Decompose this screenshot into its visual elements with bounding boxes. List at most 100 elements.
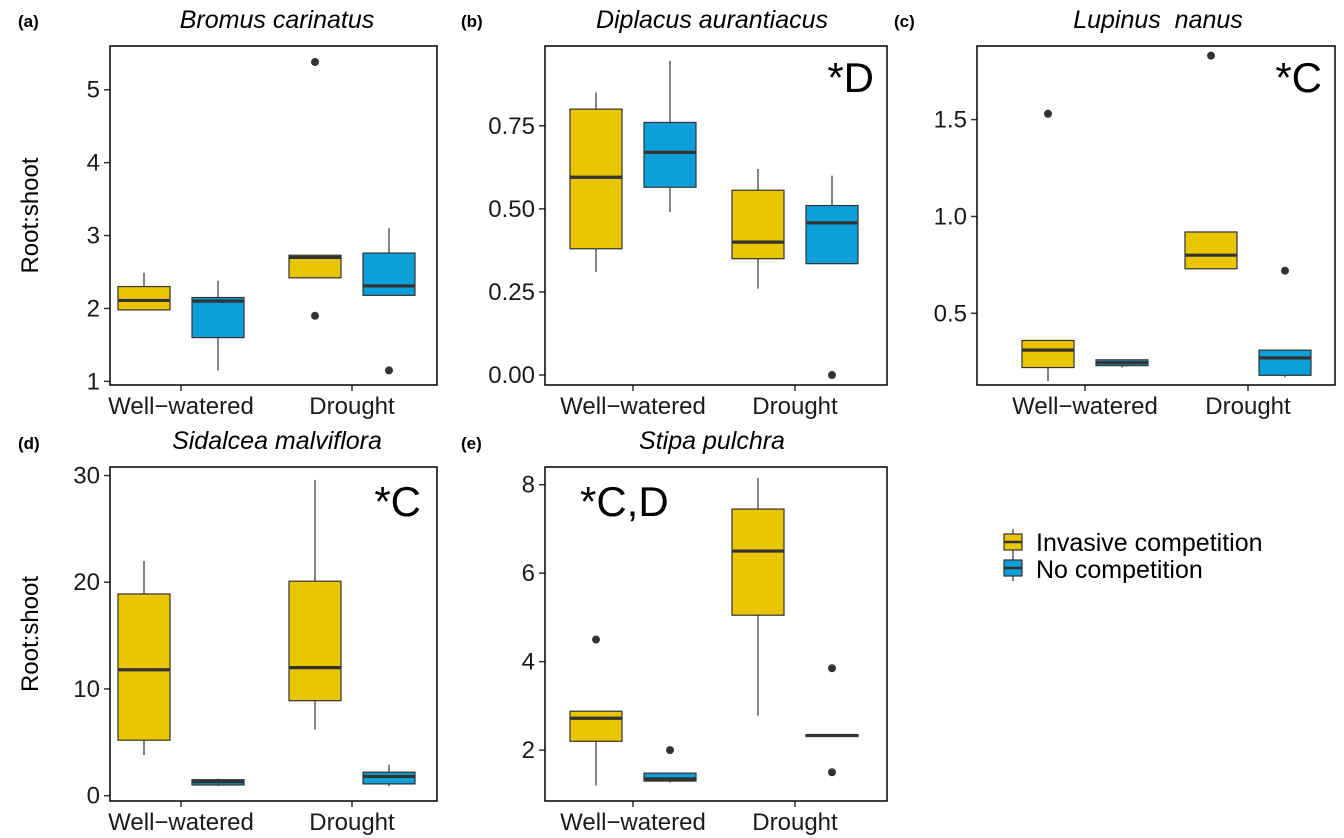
y-tick-label: 0.00 xyxy=(488,362,535,389)
box-invasive-competition-drought xyxy=(731,168,785,289)
box-iqr xyxy=(117,593,171,741)
x-tick-label-drought: Drought xyxy=(309,393,395,420)
box-iqr xyxy=(731,189,785,260)
y-tick-label: 30 xyxy=(73,463,100,490)
box-iqr xyxy=(731,508,785,616)
panel-b: (b) Diplacus aurantiacus 0.00 0.25 0.50 0.75 W… xyxy=(461,6,888,420)
box-invasive-competition-well-watered xyxy=(117,272,171,311)
y-tick-label: 20 xyxy=(73,569,100,596)
panel-frame xyxy=(109,466,438,802)
outlier-point xyxy=(311,58,319,67)
panel-label: (b) xyxy=(461,12,483,31)
box-iqr xyxy=(1021,339,1075,369)
outlier-point xyxy=(828,768,836,777)
panel-title: Lupinus nanus xyxy=(1073,6,1243,34)
box-invasive-competition-well-watered xyxy=(569,92,623,272)
significance-annotation: *D xyxy=(827,54,874,101)
panel-label: (d) xyxy=(18,434,40,453)
outlier-point xyxy=(311,311,319,320)
y-tick-label: 0.5 xyxy=(934,300,967,327)
panels: (a) Bromus carinatus Root:shoot 1 2 3 4 5 Well−w… xyxy=(17,6,1336,836)
y-tick-label: 6 xyxy=(522,560,535,587)
panel-frame xyxy=(109,45,438,386)
panel-label: (e) xyxy=(461,434,482,453)
box-iqr xyxy=(805,204,859,265)
legend: Invasive competition No competition xyxy=(1003,529,1263,584)
box-iqr xyxy=(362,771,416,785)
box-no-competition-drought xyxy=(362,764,416,787)
y-tick-label: 1.0 xyxy=(934,203,967,230)
y-axis-label: Root:shoot xyxy=(17,157,44,273)
significance-annotation: *C,D xyxy=(580,478,669,525)
outlier-point xyxy=(828,371,836,380)
y-tick-label: 0.25 xyxy=(488,279,535,306)
x-tick-label-well-watered: Well−watered xyxy=(560,809,706,836)
panel-e: (e) Stipa pulchra 2 4 6 8 Well−watered Drought *… xyxy=(461,427,888,836)
box-iqr xyxy=(569,710,623,742)
box-invasive-competition-drought xyxy=(288,58,342,320)
box-iqr xyxy=(288,580,342,702)
box-iqr xyxy=(1258,349,1312,376)
y-tick-label: 4 xyxy=(522,649,535,676)
box-no-competition-well-watered xyxy=(643,60,697,213)
outlier-point xyxy=(592,635,600,644)
y-tick-label: 0.50 xyxy=(488,196,535,223)
significance-annotation: *C xyxy=(1275,54,1322,101)
x-tick-label-drought: Drought xyxy=(752,393,838,420)
panel-title: Diplacus aurantiacus xyxy=(596,6,828,34)
outlier-point xyxy=(385,366,393,375)
x-tick-label-drought: Drought xyxy=(1205,393,1291,420)
y-tick-label: 1 xyxy=(87,368,100,395)
box-iqr xyxy=(643,121,697,188)
panel-d: (d) Sidalcea malviflora Root:shoot 0 10 20 30 W… xyxy=(17,427,438,836)
box-iqr xyxy=(117,285,171,311)
box-no-competition-well-watered xyxy=(191,280,245,371)
significance-annotation: *C xyxy=(374,478,421,525)
outlier-point xyxy=(1044,109,1052,118)
x-tick-label-well-watered: Well−watered xyxy=(560,393,706,420)
y-tick-label: 2 xyxy=(87,295,100,322)
y-tick-label: 5 xyxy=(87,77,100,104)
box-invasive-competition-well-watered xyxy=(1021,109,1075,382)
box-invasive-competition-drought xyxy=(288,479,342,730)
y-tick-label: 1.5 xyxy=(934,107,967,134)
outlier-point xyxy=(1281,266,1289,275)
y-tick-label: 4 xyxy=(87,150,100,177)
panel-title: Bromus carinatus xyxy=(180,6,375,34)
x-tick-label-well-watered: Well−watered xyxy=(1012,393,1158,420)
y-tick-label: 0.75 xyxy=(488,113,535,140)
box-invasive-competition-well-watered xyxy=(117,560,171,756)
box-no-competition-drought xyxy=(1258,266,1312,378)
outlier-point xyxy=(828,664,836,673)
legend-label-invasive-competition: Invasive competition xyxy=(1036,529,1263,557)
x-tick-label-well-watered: Well−watered xyxy=(108,393,254,420)
y-tick-label: 2 xyxy=(522,737,535,764)
panel-frame xyxy=(544,466,888,802)
box-no-competition-drought xyxy=(805,664,859,777)
box-iqr xyxy=(643,772,697,782)
box-iqr xyxy=(362,252,416,296)
x-tick-label-well-watered: Well−watered xyxy=(108,809,254,836)
box-iqr xyxy=(569,108,623,250)
box-iqr xyxy=(1184,231,1238,270)
y-tick-label: 0 xyxy=(87,783,100,810)
y-tick-label: 10 xyxy=(73,676,100,703)
panel-a: (a) Bromus carinatus Root:shoot 1 2 3 4 5 Well−w… xyxy=(17,6,438,420)
box-no-competition-well-watered xyxy=(643,746,697,783)
panel-title: Sidalcea malviflora xyxy=(172,427,382,455)
panel-title: Stipa pulchra xyxy=(639,427,785,455)
box-invasive-competition-drought xyxy=(1184,51,1238,270)
y-tick-label: 8 xyxy=(522,472,535,499)
box-no-competition-well-watered xyxy=(191,778,245,787)
panel-label: (c) xyxy=(894,12,915,31)
box-no-competition-well-watered xyxy=(1095,359,1149,368)
box-invasive-competition-drought xyxy=(731,478,785,716)
box-no-competition-drought xyxy=(805,175,859,380)
x-tick-label-drought: Drought xyxy=(752,809,838,836)
panel-frame xyxy=(976,45,1336,386)
y-tick-label: 3 xyxy=(87,223,100,250)
panel-frame xyxy=(544,45,888,386)
box-invasive-competition-well-watered xyxy=(569,635,623,786)
panel-label: (a) xyxy=(18,12,39,31)
